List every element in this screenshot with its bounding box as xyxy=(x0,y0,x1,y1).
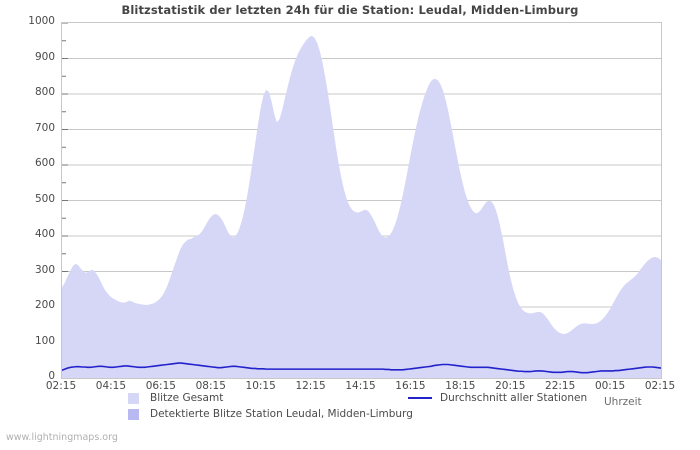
y-tick-label: 800 xyxy=(34,86,55,98)
legend-item-station: Detektierte Blitze Station Leudal, Midde… xyxy=(128,408,413,420)
chart-legend: Blitze Gesamt Detektierte Blitze Station… xyxy=(0,391,700,427)
legend-item-average: Durchschnitt aller Stationen xyxy=(408,392,587,404)
legend-label-total: Blitze Gesamt xyxy=(150,392,224,404)
y-tick-label: 900 xyxy=(34,50,55,63)
x-tick-label: 02:15 xyxy=(644,380,676,392)
x-tick-label: 08:15 xyxy=(195,380,226,392)
x-tick-label: 20:15 xyxy=(495,380,526,392)
y-tick-label: 500 xyxy=(34,192,55,205)
y-tick-label: 600 xyxy=(34,157,55,169)
footer-url: www.lightningmaps.org xyxy=(6,432,118,443)
y-axis-tick-labels: 0 100 200 300 400 500 600 700 800 900 1000 xyxy=(0,0,55,450)
legend-label-station: Detektierte Blitze Station Leudal, Midde… xyxy=(150,408,413,420)
chart-plot-area xyxy=(61,22,662,379)
x-tick-label: 02:15 xyxy=(45,380,77,392)
x-tick-label: 14:15 xyxy=(345,380,376,392)
area-series xyxy=(62,35,661,378)
x-tick-label: 18:15 xyxy=(445,380,476,392)
y-tick-label: 200 xyxy=(34,299,55,311)
y-tick-label: 1000 xyxy=(28,15,55,27)
x-tick-label: 12:15 xyxy=(295,380,326,392)
x-tick-label: 06:15 xyxy=(145,380,176,392)
x-tick-label: 04:15 xyxy=(95,380,127,392)
page-title: Blitzstatistik der letzten 24h für die S… xyxy=(121,3,579,17)
legend-line-average xyxy=(408,397,432,399)
y-tick-label: 100 xyxy=(34,334,55,347)
line-series xyxy=(62,362,661,374)
y-tick-label: 300 xyxy=(34,263,55,276)
x-axis-title: Uhrzeit xyxy=(604,396,642,408)
chart-canvas xyxy=(62,23,661,378)
y-tick-label: 0 xyxy=(48,370,55,382)
x-tick-label: 10:15 xyxy=(245,380,276,392)
legend-swatch-total xyxy=(128,392,139,404)
legend-label-average: Durchschnitt aller Stationen xyxy=(440,392,588,404)
y-tick-label: 700 xyxy=(34,121,55,134)
y-tick-label: 400 xyxy=(34,228,55,240)
legend-swatch-station xyxy=(128,408,139,420)
x-tick-label: 16:15 xyxy=(395,380,426,392)
legend-item-total: Blitze Gesamt xyxy=(128,392,223,404)
x-tick-label: 22:15 xyxy=(545,380,576,392)
x-tick-label: 00:15 xyxy=(594,380,626,392)
